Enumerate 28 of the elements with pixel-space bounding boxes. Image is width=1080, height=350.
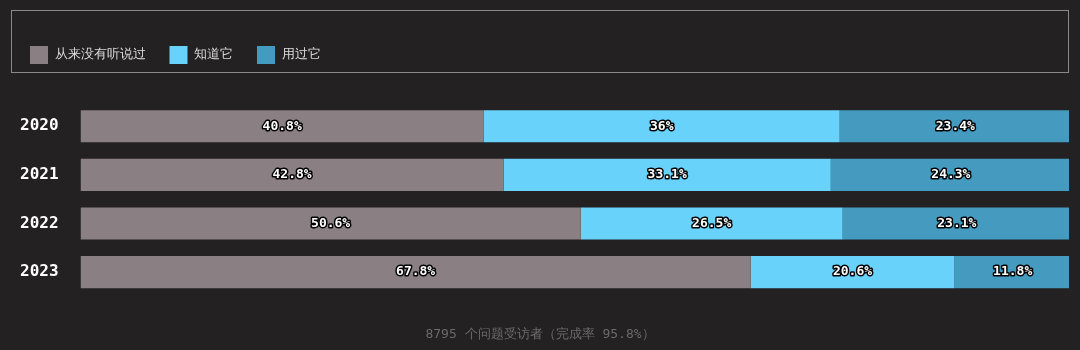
y-tick-label: 2021 xyxy=(20,164,59,184)
text: 8795 个问题受访者（完成率 95.8%） xyxy=(424,325,656,343)
legend-label: 知道它 xyxy=(194,46,233,62)
bar xyxy=(483,110,840,143)
data-label: 20.6% xyxy=(832,263,873,279)
data-label: 36% xyxy=(650,117,674,133)
legend-label: 用过它 xyxy=(281,46,321,62)
data-label: 11.8% xyxy=(993,263,1033,279)
y-tick-label: 2023 xyxy=(20,261,59,281)
data-label: 24.3% xyxy=(931,166,971,182)
data-label: 67.8% xyxy=(396,263,436,279)
data-label: 23.4% xyxy=(935,117,976,133)
bar xyxy=(750,256,955,289)
data-label: 33.1% xyxy=(647,166,687,182)
data-label: 50.6% xyxy=(311,214,351,230)
y-tick-label: 2022 xyxy=(20,212,59,232)
bar xyxy=(503,158,831,191)
data-label: 42.8% xyxy=(272,166,312,182)
bar xyxy=(80,110,484,143)
data-label: 23.1% xyxy=(937,214,977,230)
bar xyxy=(580,207,843,240)
data-label: 26.5% xyxy=(692,214,732,230)
data-label: 40.8% xyxy=(262,117,302,133)
bar xyxy=(80,256,751,289)
y-tick-label: 2020 xyxy=(20,115,59,135)
legend-label: 从来没有听说过 xyxy=(54,46,146,62)
bar xyxy=(80,207,581,240)
bar xyxy=(80,158,504,191)
